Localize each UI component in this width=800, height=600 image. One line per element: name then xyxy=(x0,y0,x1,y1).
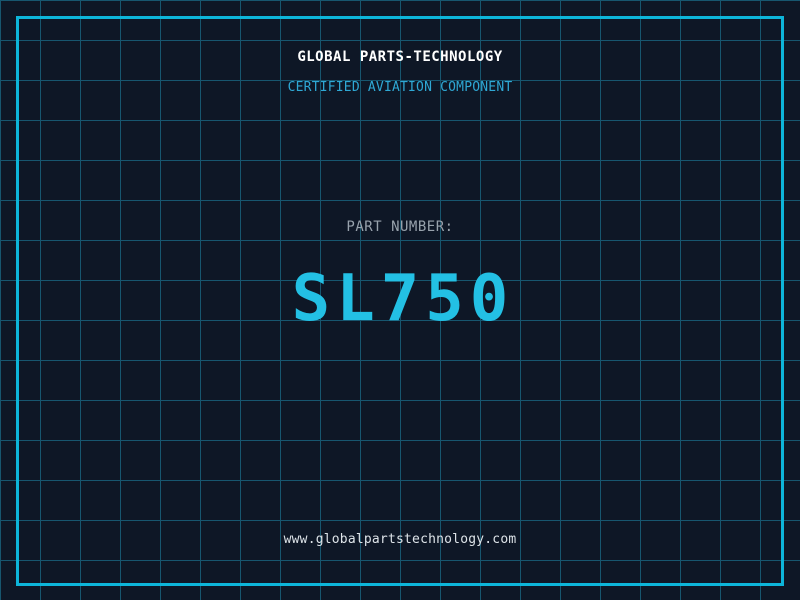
part-number-value: SL750 xyxy=(291,262,515,336)
company-title: GLOBAL PARTS-TECHNOLOGY xyxy=(297,49,503,65)
part-number-label: PART NUMBER: xyxy=(346,219,454,235)
website-url: www.globalpartstechnology.com xyxy=(283,532,517,547)
certification-subtitle: CERTIFIED AVIATION COMPONENT xyxy=(287,80,513,95)
